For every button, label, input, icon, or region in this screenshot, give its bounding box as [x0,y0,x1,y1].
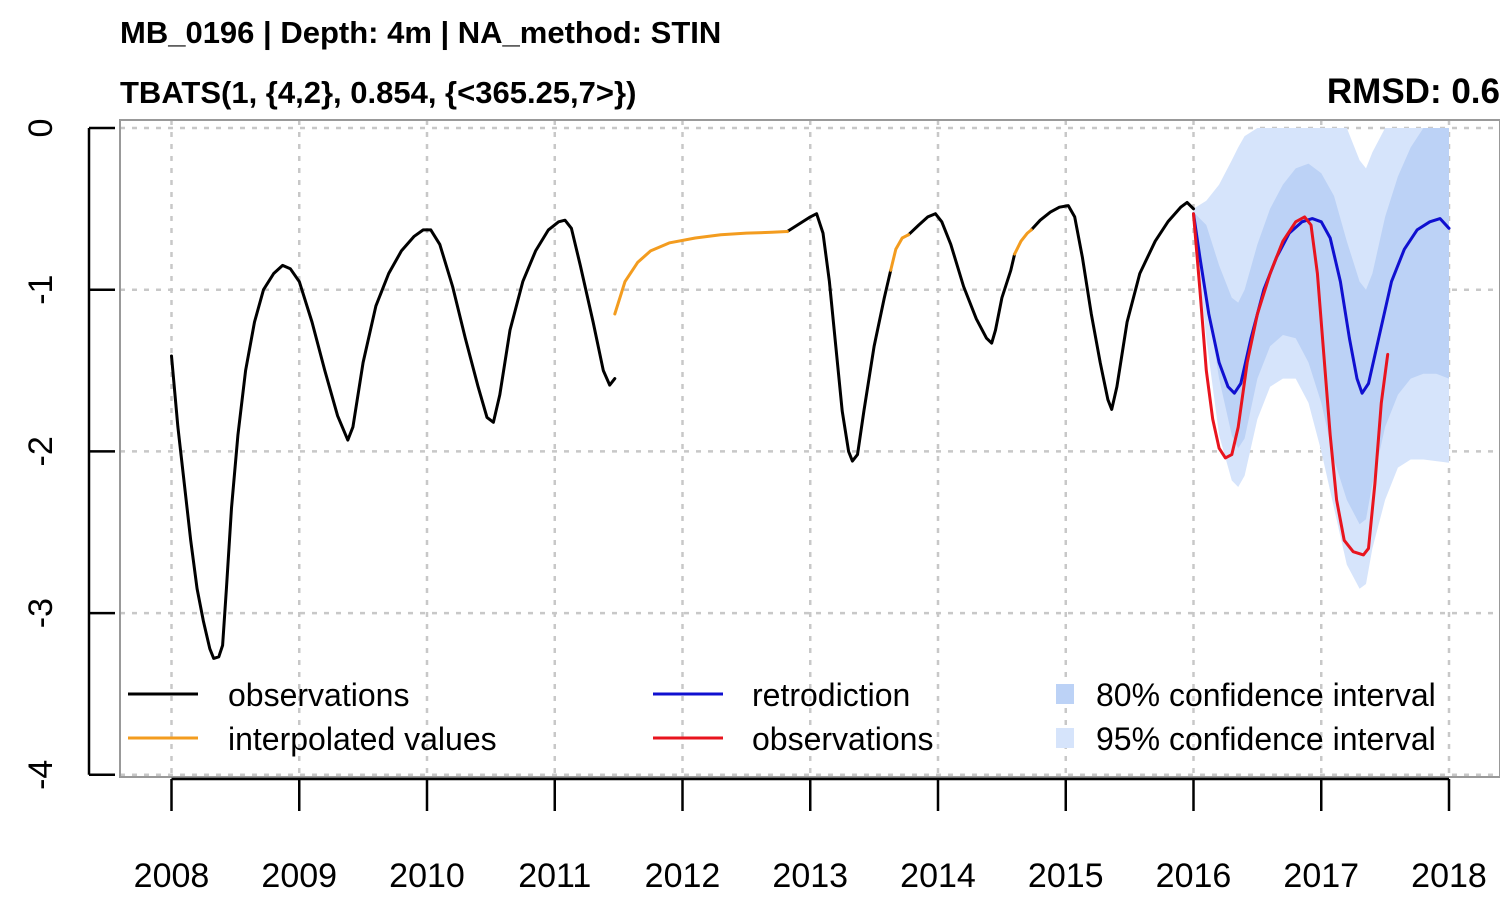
x-tick-label: 2008 [134,857,210,895]
y-tick-label: -2 [22,436,60,466]
y-tick-label: -1 [22,275,60,305]
legend-label: retrodiction [752,677,910,713]
x-tick-label: 2013 [772,857,848,895]
legend-label: 80% confidence interval [1096,677,1436,713]
y-tick-label: 0 [22,119,60,138]
x-tick-label: 2014 [900,857,976,895]
rmsd-annotation: RMSD: 0.6 [1327,72,1500,111]
x-tick-label: 2015 [1028,857,1104,895]
series-lines [170,200,1451,660]
series-line-2 [1192,212,1451,395]
legend-label: observations [228,677,409,713]
series-line-0 [1029,200,1195,411]
series-line-3 [1192,212,1390,557]
legend-label: interpolated values [228,721,497,757]
legend-label: 95% confidence interval [1096,721,1436,757]
x-tick-label: 2017 [1283,857,1359,895]
x-tick-label: 2018 [1411,857,1487,895]
series-line-1 [613,230,789,316]
series-line-0 [907,212,1017,345]
series-line-1 [889,233,911,272]
axes: 0 -1 -2 -3 -4 2008 2009 2010 2011 2012 2013 2014 201… [22,119,1487,895]
x-tick-label: 2011 [518,857,591,895]
legend: observations interpolated values retrodict… [128,677,1436,757]
x-tick-label: 2010 [389,857,465,895]
chart-title: MB_0196 | Depth: 4m | NA_method: STIN [120,15,721,50]
series-line-1 [1013,228,1033,256]
chart-subtitle: TBATS(1, {4,2}, 0.854, {<365.25,7>}) [120,75,636,110]
y-tick-label: -4 [22,760,60,790]
legend-swatch-fill [1056,728,1074,748]
legend-swatch-fill [1056,684,1074,704]
x-tick-label: 2016 [1156,857,1232,895]
series-line-0 [170,218,617,660]
series-line-0 [785,212,893,463]
x-tick-label: 2009 [261,857,337,895]
plot-frame [119,119,1500,778]
y-tick-label: -3 [22,598,60,628]
legend-label: observations [752,721,933,757]
x-tick-label: 2012 [645,857,721,895]
